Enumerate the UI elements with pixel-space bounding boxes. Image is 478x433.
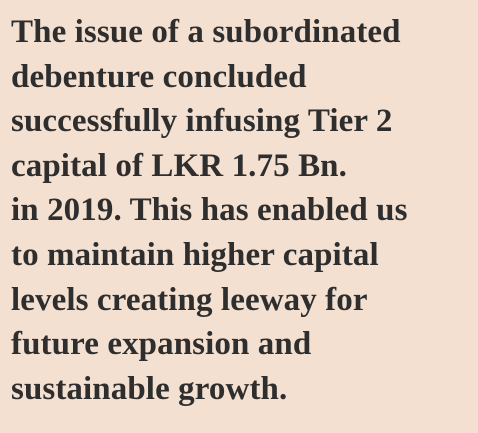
text-line: The issue of a subordinated — [11, 14, 401, 50]
text-line: capital of LKR 1.75 Bn. — [11, 147, 347, 184]
text-line: to maintain higher capital — [11, 236, 379, 273]
text-line: sustainable growth. — [11, 370, 288, 407]
text-line: levels creating leeway for — [11, 281, 368, 318]
text-line: future expansion and — [11, 326, 312, 363]
text-line: successfully infusing Tier 2 — [11, 103, 393, 140]
text-line: debenture concluded — [11, 58, 307, 95]
text-line: in 2019. This has enabled us — [11, 192, 408, 229]
